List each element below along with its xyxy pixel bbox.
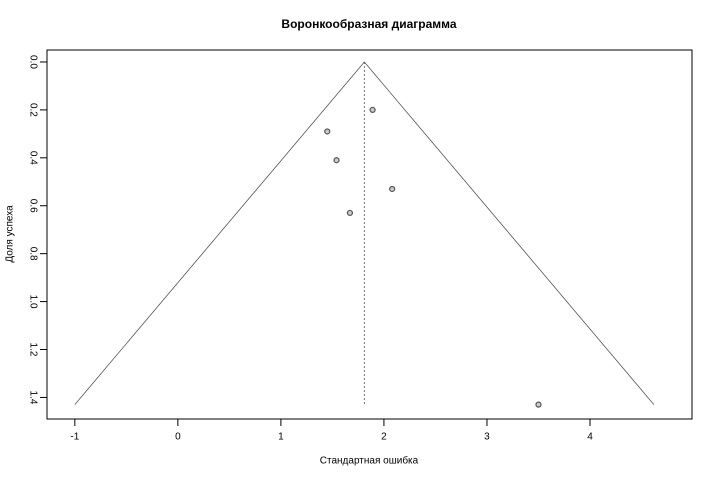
data-point bbox=[324, 128, 331, 135]
chart-title: Воронкообразная диаграмма bbox=[281, 17, 456, 31]
y-tick-label: 0.2 bbox=[27, 103, 38, 117]
x-tick-label: 3 bbox=[484, 432, 490, 443]
y-tick-label: 1.2 bbox=[27, 343, 38, 357]
y-tick-label: 1.4 bbox=[27, 390, 38, 404]
x-tick-label: 2 bbox=[381, 432, 387, 443]
data-point bbox=[333, 157, 340, 164]
data-point bbox=[535, 401, 542, 408]
x-axis-label: Стандартная ошибка bbox=[320, 455, 419, 467]
data-point bbox=[346, 209, 354, 217]
data-point bbox=[389, 185, 396, 193]
x-tick-label: 0 bbox=[175, 432, 181, 443]
funnel-line bbox=[74, 61, 655, 405]
y-tick-label: 0.8 bbox=[27, 247, 38, 261]
x-tick-label: -1 bbox=[70, 432, 79, 443]
y-tick-label: 0.0 bbox=[27, 55, 38, 69]
plot-frame bbox=[46, 49, 693, 420]
y-axis-label: Доля успеха bbox=[5, 205, 16, 263]
data-point bbox=[369, 106, 376, 114]
y-tick-label: 1.0 bbox=[27, 295, 38, 309]
y-tick-label: 0.6 bbox=[27, 199, 38, 213]
x-tick-label: 4 bbox=[587, 432, 593, 443]
x-tick-label: 1 bbox=[278, 432, 284, 443]
y-tick-label: 0.4 bbox=[27, 151, 38, 165]
